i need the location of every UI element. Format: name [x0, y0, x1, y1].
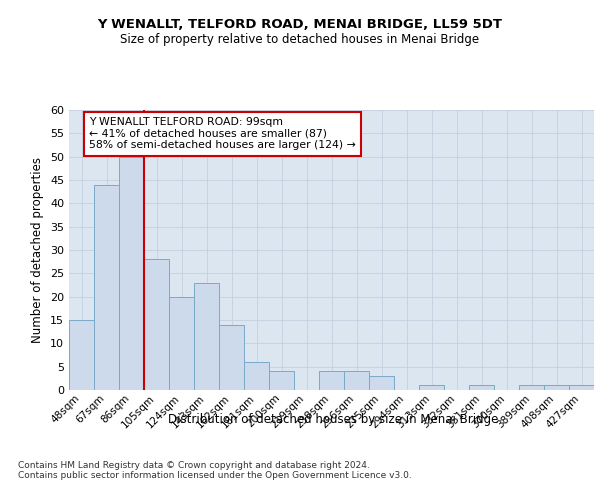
Bar [244, 362, 269, 390]
Bar [344, 372, 369, 390]
Text: Contains HM Land Registry data © Crown copyright and database right 2024.: Contains HM Land Registry data © Crown c… [18, 462, 370, 470]
Bar [144, 260, 169, 390]
Bar [94, 184, 119, 390]
Text: Size of property relative to detached houses in Menai Bridge: Size of property relative to detached ho… [121, 32, 479, 46]
Bar [469, 386, 494, 390]
Bar [419, 386, 444, 390]
Y-axis label: Number of detached properties: Number of detached properties [31, 157, 44, 343]
Bar [369, 376, 394, 390]
Text: Y WENALLT TELFORD ROAD: 99sqm
← 41% of detached houses are smaller (87)
58% of s: Y WENALLT TELFORD ROAD: 99sqm ← 41% of d… [89, 117, 356, 150]
Bar [219, 324, 244, 390]
Bar [119, 156, 144, 390]
Bar [519, 386, 544, 390]
Bar [269, 372, 294, 390]
Text: Distribution of detached houses by size in Menai Bridge: Distribution of detached houses by size … [168, 412, 498, 426]
Text: Contains public sector information licensed under the Open Government Licence v3: Contains public sector information licen… [18, 472, 412, 480]
Bar [544, 386, 569, 390]
Text: Y WENALLT, TELFORD ROAD, MENAI BRIDGE, LL59 5DT: Y WENALLT, TELFORD ROAD, MENAI BRIDGE, L… [97, 18, 503, 30]
Bar [69, 320, 94, 390]
Bar [319, 372, 344, 390]
Bar [569, 386, 594, 390]
Bar [169, 296, 194, 390]
Bar [194, 282, 219, 390]
